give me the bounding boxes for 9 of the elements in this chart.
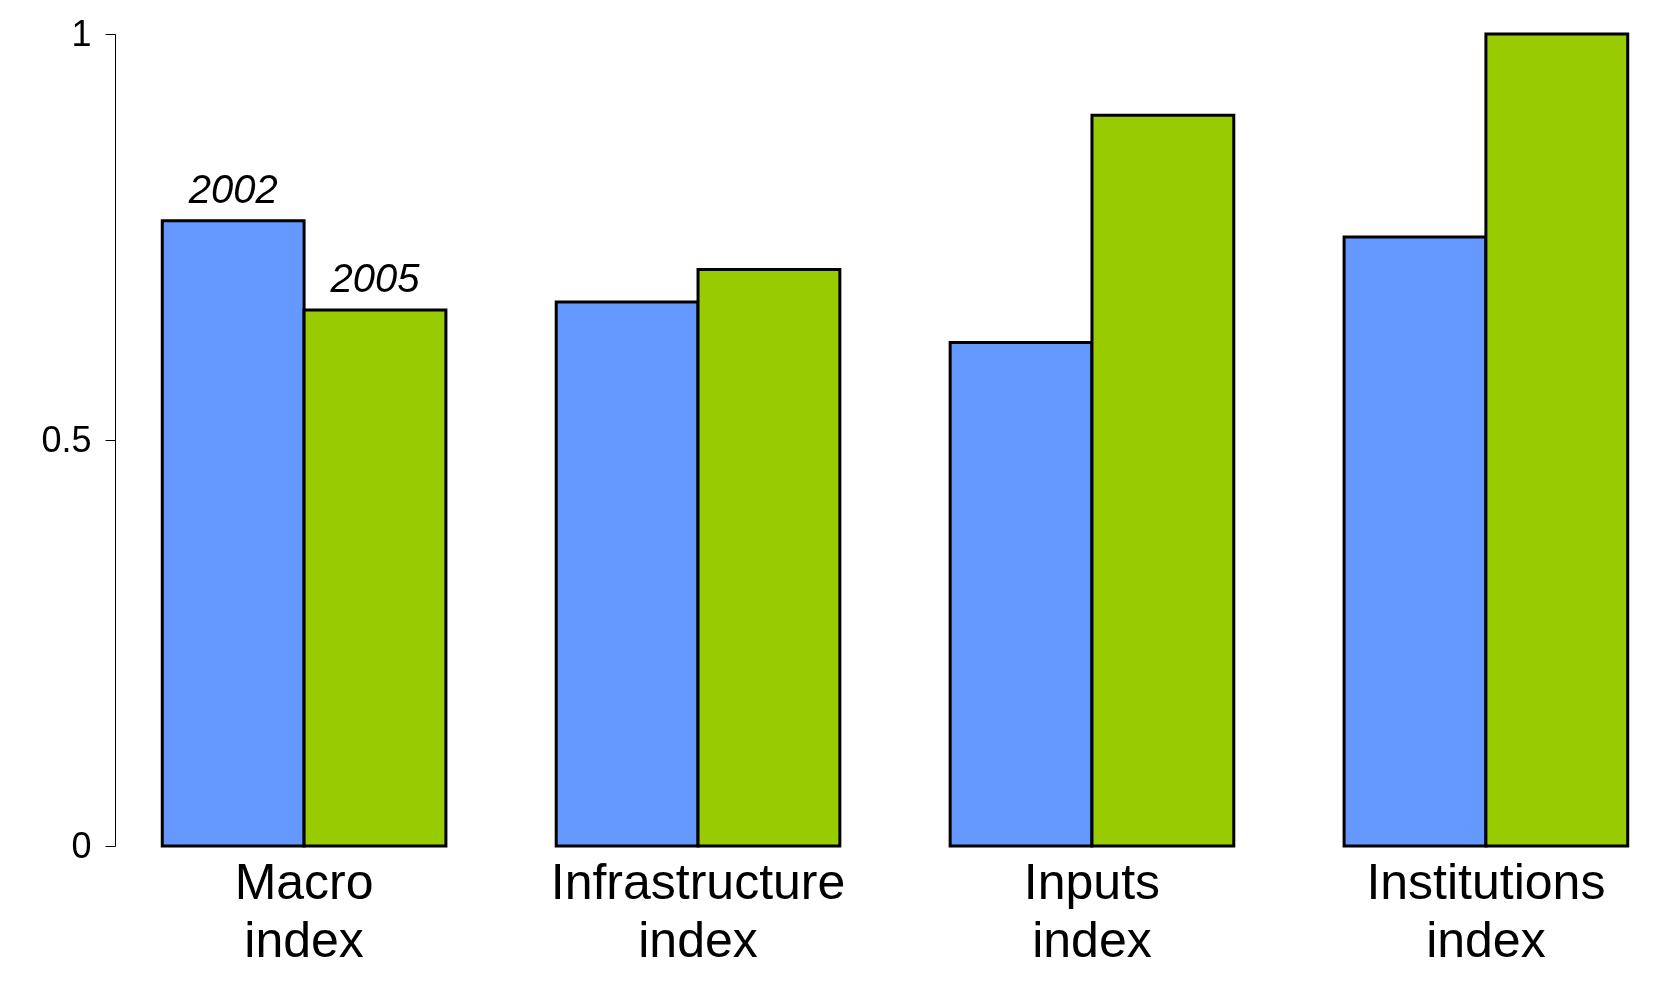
series-label: 2002 xyxy=(187,166,278,211)
y-tick-label: 1 xyxy=(71,12,92,54)
y-tick-label: 0 xyxy=(71,824,92,866)
x-tick-label: Macro index xyxy=(234,853,374,968)
y-tick-label: 0.5 xyxy=(41,418,92,460)
x-tick-label: Infrastructure index xyxy=(550,853,846,968)
x-tick-label: Institutions index xyxy=(1366,853,1606,968)
x-tick-label: Inputs index xyxy=(1023,853,1161,968)
series-label: 2005 xyxy=(329,256,421,301)
